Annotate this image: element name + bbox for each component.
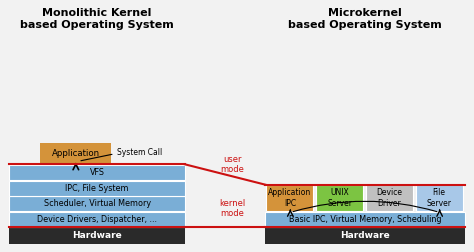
Bar <box>416 185 463 211</box>
Text: Hardware: Hardware <box>340 231 390 240</box>
Text: VFS: VFS <box>90 168 105 177</box>
Bar <box>9 196 185 211</box>
Text: File
Server: File Server <box>427 188 452 208</box>
Bar <box>265 212 465 227</box>
Text: Basic IPC, Virtual Memory, Scheduling: Basic IPC, Virtual Memory, Scheduling <box>289 215 441 224</box>
Bar <box>366 185 413 211</box>
Bar <box>265 227 465 244</box>
Text: System Call: System Call <box>117 148 162 157</box>
Bar <box>9 165 185 180</box>
Text: kernel
mode: kernel mode <box>219 199 246 218</box>
Text: UNIX
Server: UNIX Server <box>327 188 352 208</box>
Bar <box>40 143 111 164</box>
Text: Application
IPC: Application IPC <box>268 188 311 208</box>
Bar <box>316 185 363 211</box>
Text: user
mode: user mode <box>220 155 244 174</box>
Bar <box>9 181 185 196</box>
Bar <box>266 185 313 211</box>
Text: IPC, File System: IPC, File System <box>65 184 129 193</box>
Text: Device
Driver: Device Driver <box>376 188 402 208</box>
Text: Monolithic Kernel
based Operating System: Monolithic Kernel based Operating System <box>20 8 174 30</box>
Text: Scheduler, Virtual Memory: Scheduler, Virtual Memory <box>44 199 151 208</box>
Bar <box>9 212 185 227</box>
Text: Device Drivers, Dispatcher, ...: Device Drivers, Dispatcher, ... <box>37 215 157 224</box>
Text: Microkernel
based Operating System: Microkernel based Operating System <box>288 8 442 30</box>
Bar <box>9 227 185 244</box>
Text: Hardware: Hardware <box>73 231 122 240</box>
Text: Application: Application <box>52 149 100 158</box>
